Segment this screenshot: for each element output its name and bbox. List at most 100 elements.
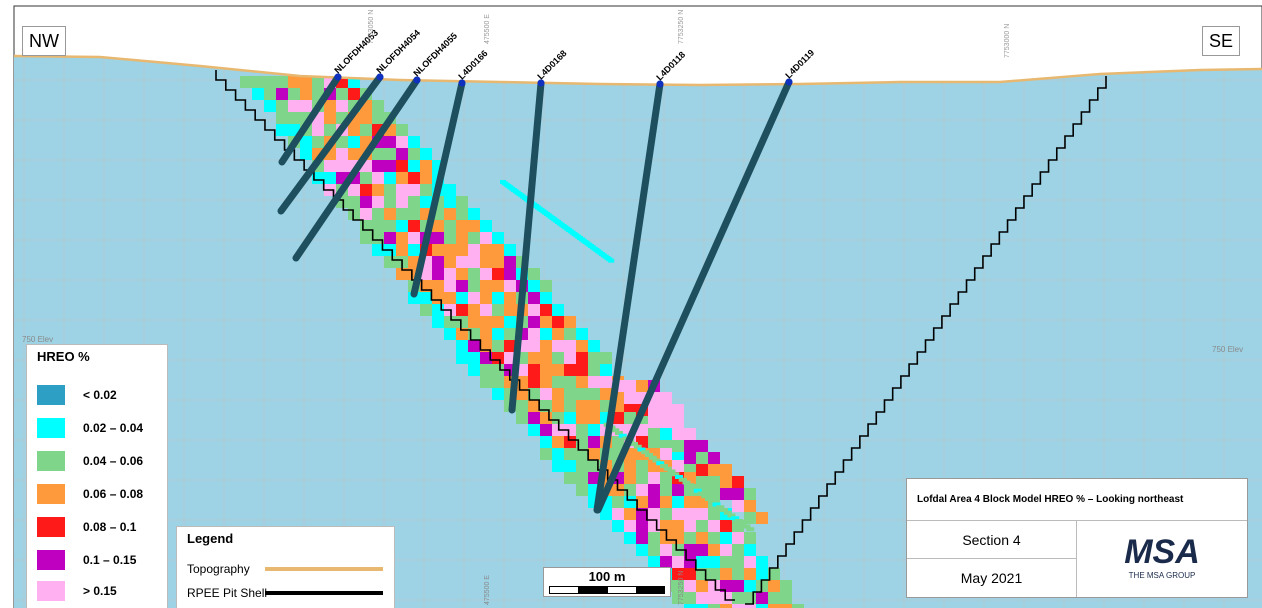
model-block [564, 472, 576, 484]
scale-bar-seg-3 [607, 586, 637, 594]
model-block [468, 256, 480, 268]
model-block [656, 461, 665, 466]
drillhole-trace [278, 73, 342, 166]
model-block [360, 232, 372, 244]
model-block [540, 280, 552, 292]
grid-label-top-3: 7753250 N [678, 10, 685, 44]
model-block [720, 520, 732, 532]
model-block [396, 208, 408, 220]
model-block [480, 220, 492, 232]
model-block [672, 428, 684, 440]
model-block [468, 364, 480, 376]
model-block [624, 520, 636, 532]
model-block [444, 292, 456, 304]
model-block [615, 431, 623, 435]
model-block [348, 124, 360, 136]
model-block [672, 532, 684, 544]
model-block [732, 592, 744, 604]
model-block [684, 604, 696, 608]
swatch-lt-002 [37, 385, 65, 405]
model-block [372, 220, 384, 232]
model-block [720, 488, 732, 500]
model-block [636, 472, 648, 484]
model-block [324, 172, 336, 184]
model-block [731, 516, 740, 521]
model-block [708, 499, 717, 504]
model-block [468, 244, 480, 256]
model-block [576, 388, 588, 400]
model-block [660, 392, 672, 404]
model-block [480, 364, 492, 376]
model-block [576, 376, 588, 388]
model-block [564, 364, 576, 376]
model-block [705, 497, 713, 501]
model-block [492, 268, 504, 280]
model-block [432, 280, 444, 292]
model-block [696, 544, 708, 556]
model-block [645, 453, 653, 457]
model-block [372, 184, 384, 196]
svg-text:MSA: MSA [1124, 533, 1200, 571]
model-block [612, 520, 624, 532]
model-block [360, 208, 372, 220]
model-block [300, 148, 312, 160]
model-block [300, 100, 312, 112]
model-block [663, 466, 672, 471]
model-block [684, 520, 696, 532]
model-block [696, 604, 708, 608]
drillhole-trace [594, 78, 793, 514]
model-block [732, 580, 744, 592]
model-block [336, 88, 348, 100]
model-block [408, 160, 420, 172]
model-block [720, 476, 732, 488]
model-block [396, 268, 408, 280]
model-block [372, 172, 384, 184]
model-block [396, 184, 408, 196]
model-block [564, 352, 576, 364]
model-block [396, 244, 408, 256]
model-block [480, 292, 492, 304]
model-block [611, 428, 620, 433]
model-block [667, 469, 676, 474]
model-block [727, 513, 736, 518]
model-block [480, 352, 492, 364]
model-block [744, 568, 756, 580]
model-block [684, 428, 696, 440]
model-block [600, 508, 612, 520]
model-block [588, 460, 600, 472]
model-block [696, 440, 708, 452]
model-block [716, 505, 725, 510]
grid-label-top-2: 475500 E [484, 14, 491, 44]
model-block [516, 412, 528, 424]
swatch-01-015 [37, 550, 65, 570]
model-block [690, 486, 698, 490]
model-block [708, 592, 720, 604]
model-block [408, 136, 420, 148]
model-block [744, 500, 756, 512]
model-block [540, 388, 552, 400]
scale-bar: 100 m [543, 567, 671, 597]
model-block [708, 452, 720, 464]
swatch-gt-015 [37, 581, 65, 601]
drillhole-collar [537, 79, 545, 87]
model-block [396, 148, 408, 160]
model-block [744, 532, 756, 544]
model-block [456, 292, 468, 304]
line-legend-title: Legend [187, 531, 234, 546]
model-block [528, 388, 540, 400]
model-block [456, 196, 468, 208]
model-block [648, 556, 660, 568]
model-block [648, 532, 660, 544]
model-block [648, 496, 660, 508]
model-block [671, 472, 680, 477]
model-block [672, 520, 684, 532]
model-block [780, 592, 792, 604]
model-block [738, 521, 747, 526]
model-block [504, 340, 516, 352]
model-block [648, 508, 660, 520]
model-block [564, 436, 576, 448]
model-block [636, 508, 648, 520]
model-block [324, 124, 336, 136]
model-block [678, 477, 687, 482]
model-block [336, 136, 348, 148]
